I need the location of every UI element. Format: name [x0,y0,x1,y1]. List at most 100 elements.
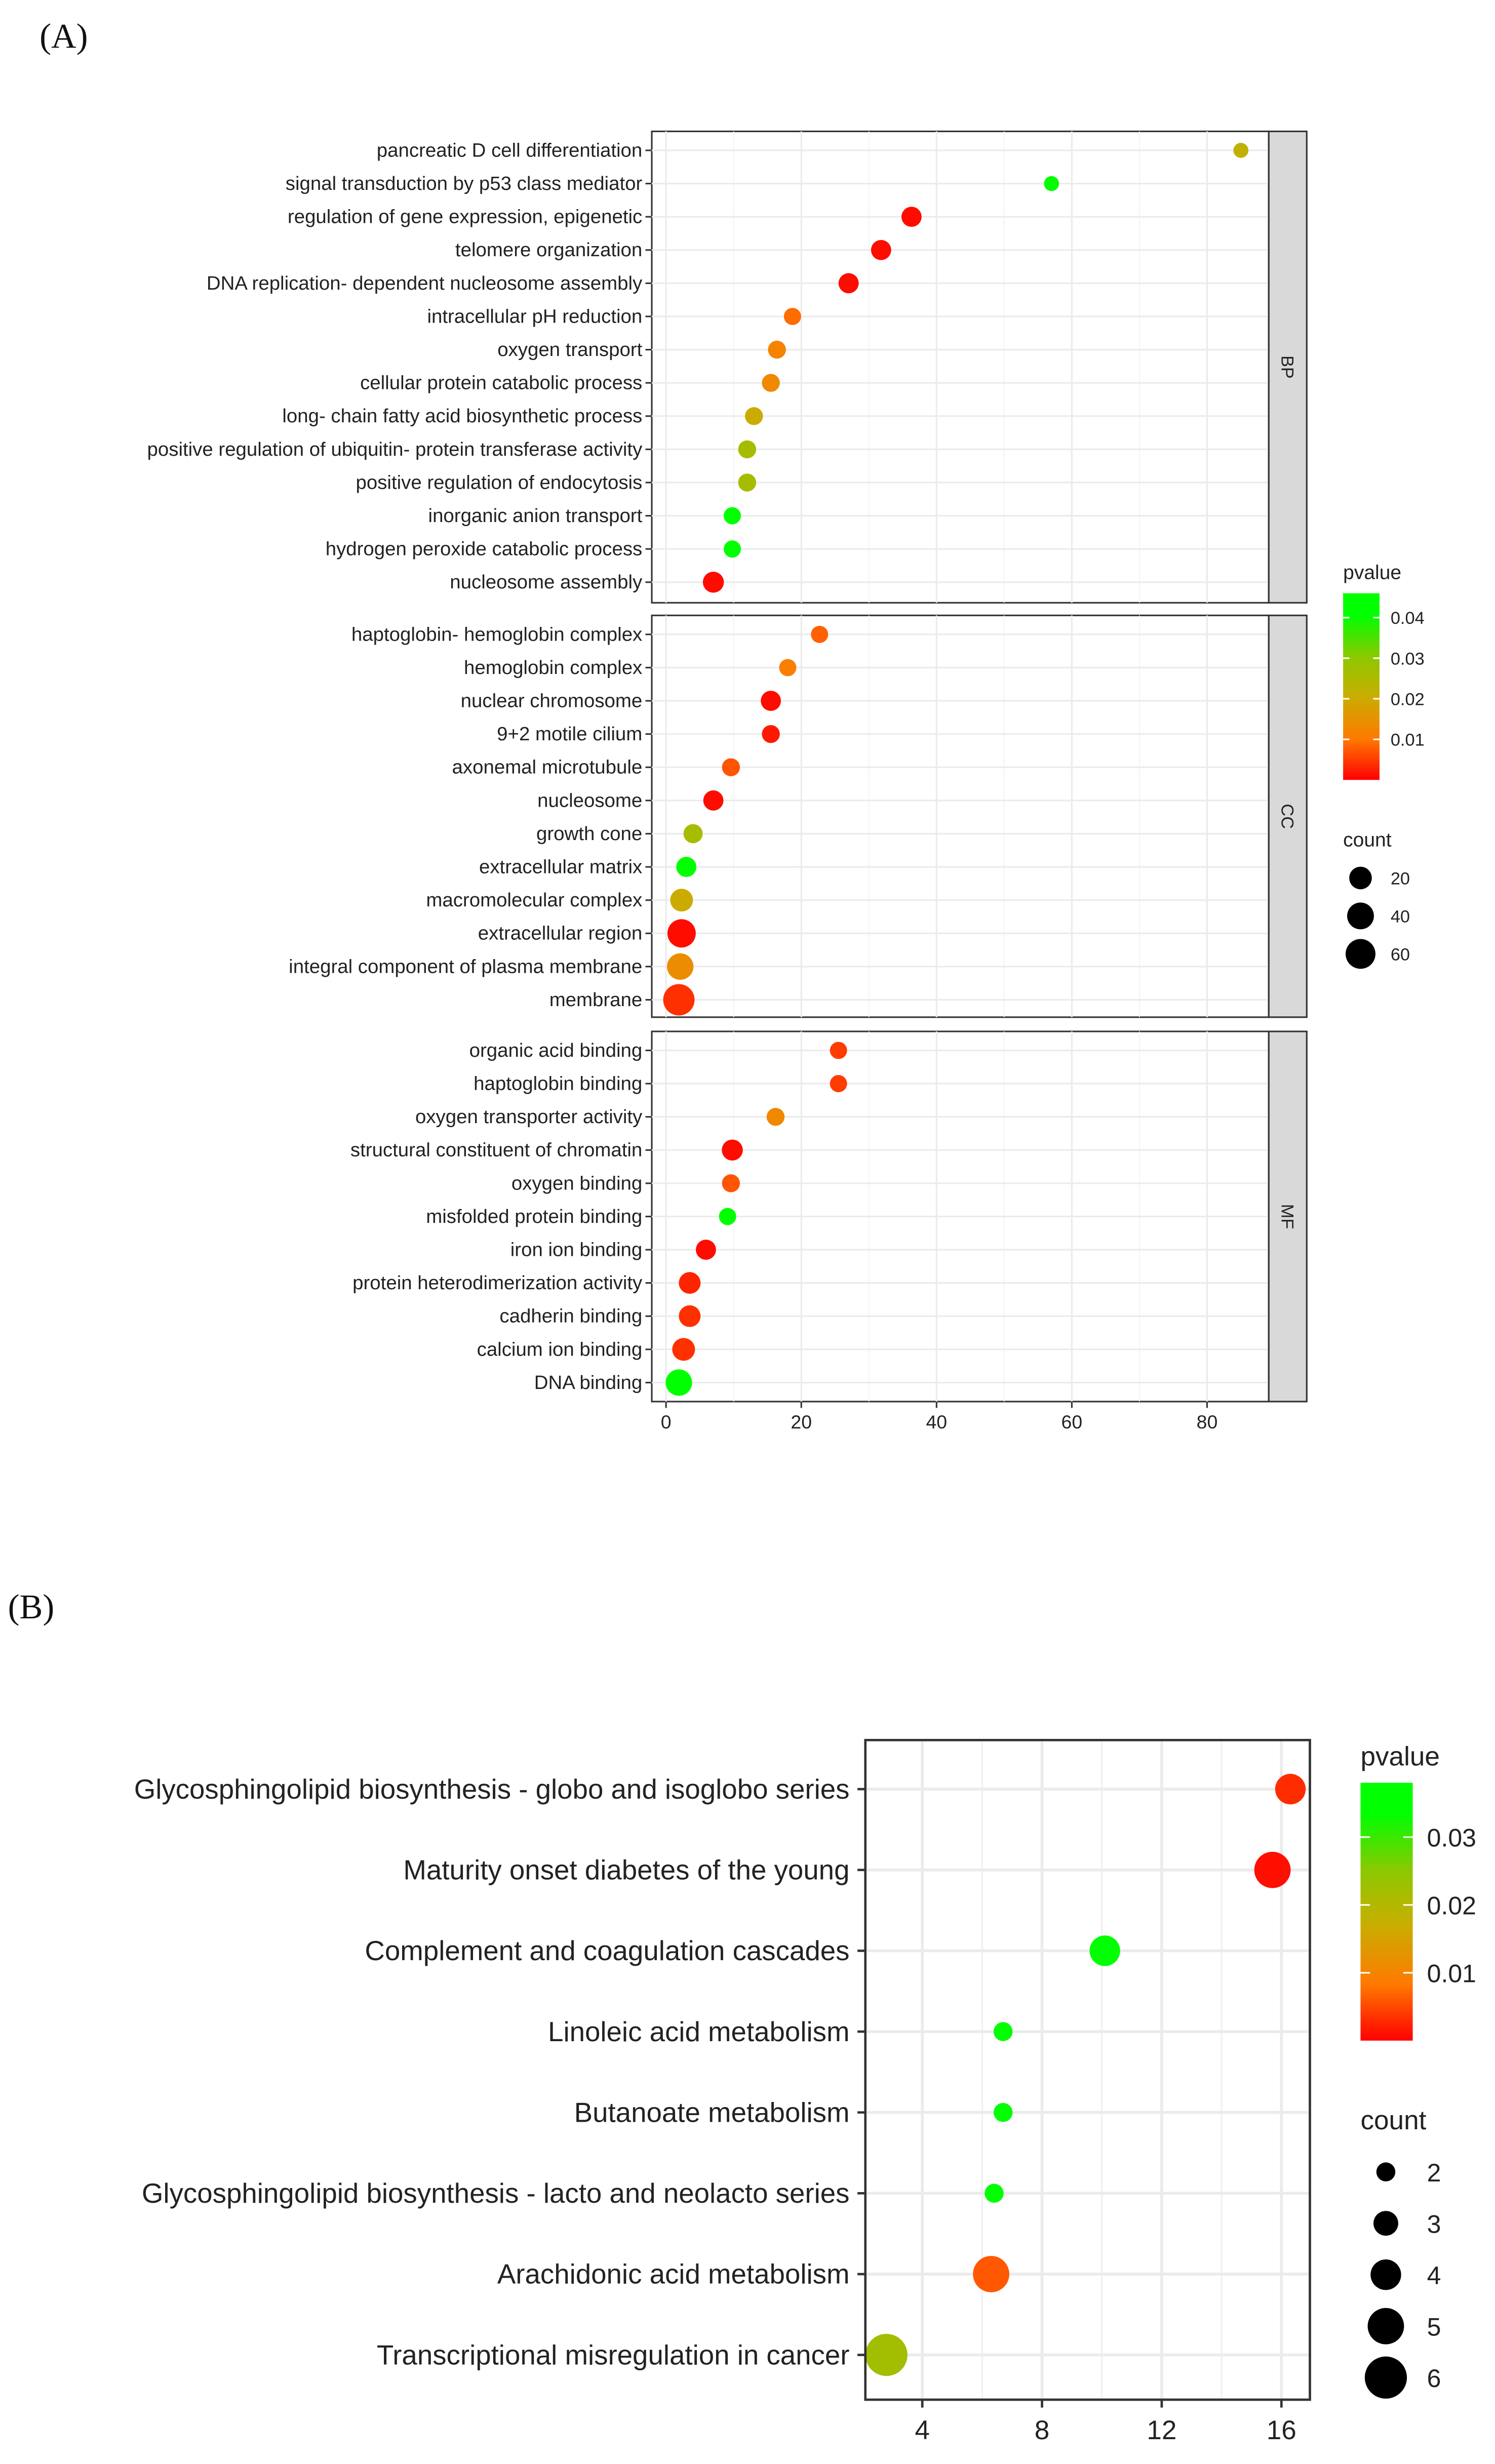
term-label: axonemal microtubule [452,757,643,778]
data-point [871,240,891,260]
pvalue-legend-title: pvalue [1360,1741,1439,1771]
term-label: pancreatic D cell differentiation [377,139,642,161]
pvalue-legend-label: 0.04 [1391,609,1425,628]
term-label: DNA replication- dependent nucleosome as… [207,272,643,294]
data-point [779,659,797,677]
data-point [768,340,786,359]
count-legend-label: 3 [1427,2210,1441,2238]
pvalue-legend-label: 0.01 [1427,1960,1476,1988]
term-label: macromolecular complex [426,889,642,911]
data-point [1089,1935,1120,1966]
data-point [766,1107,785,1126]
count-legend-title: count [1343,829,1392,851]
count-legend-label: 6 [1427,2364,1441,2393]
data-point [738,440,757,459]
data-point [830,1042,847,1059]
pvalue-legend-title: pvalue [1343,562,1401,583]
term-label: membrane [549,989,643,1011]
term-label: nucleosome assembly [450,571,643,593]
pvalue-colorbar [1343,593,1380,780]
term-label: oxygen transporter activity [415,1106,643,1128]
term-label: misfolded protein binding [426,1206,642,1227]
data-point [1044,176,1059,191]
data-point [1275,1774,1306,1805]
panel-a-go-dotplot: pancreatic D cell differentiation signal … [147,130,1425,1433]
panel-a-label: (A) [40,17,88,55]
pvalue-legend-label: 0.02 [1427,1892,1476,1920]
count-legend-dot [1347,902,1374,930]
term-label: hemoglobin complex [464,657,642,679]
count-legend-label: 5 [1427,2313,1441,2341]
panel-b-kegg-dotplot: Glycosphingolipid biosynthesis - globo a… [134,1739,1476,2445]
term-label: growth cone [536,823,642,845]
term-label: integral component of plasma membrane [289,956,642,977]
data-point [762,374,780,392]
term-label: haptoglobin- hemoglobin complex [351,623,642,645]
data-point [683,824,703,844]
count-legend-dot [1346,939,1375,969]
count-legend-label: 60 [1391,945,1410,964]
facet-panel-cc [651,614,1270,1018]
data-point [724,540,741,558]
term-label: nucleosome [537,789,642,811]
data-point [993,2022,1013,2041]
data-point [665,1369,692,1396]
data-point [702,571,724,593]
data-point [830,1075,847,1092]
data-point [722,1174,740,1193]
term-label: protein heterodimerization activity [352,1272,643,1294]
data-point [696,1240,716,1260]
term-label: intracellular pH reduction [427,305,642,327]
term-label: hydrogen peroxide catabolic process [326,538,643,560]
data-point [670,889,693,912]
data-point [761,691,781,711]
data-point [738,473,757,492]
count-legend-dot [1370,2259,1401,2290]
pathway-label: Glycosphingolipid biosynthesis - lacto a… [142,2178,850,2209]
data-point [679,1305,701,1327]
pvalue-legend-label: 0.03 [1391,649,1425,668]
data-point [985,2183,1004,2203]
term-label: structural constituent of chromatin [350,1139,642,1161]
count-legend-dot [1364,2356,1407,2399]
x-tick-label: 8 [1035,2415,1050,2445]
data-point [1254,1851,1291,1888]
data-point [667,953,694,980]
data-point [703,790,724,811]
term-label: cadherin binding [499,1305,642,1327]
count-legend-label: 20 [1391,869,1410,888]
pathway-label: Linoleic acid metabolism [548,2016,849,2047]
pvalue-colorbar [1360,1782,1413,2041]
term-label: cellular protein catabolic process [360,372,642,394]
pvalue-legend-label: 0.02 [1391,690,1425,709]
facet-strip [1268,614,1308,1018]
facet-strip [1268,1030,1308,1403]
pathway-label: Butanoate metabolism [574,2097,850,2128]
term-label: positive regulation of endocytosis [356,471,643,493]
data-point [722,1139,743,1161]
x-tick-label: 16 [1267,2415,1296,2445]
count-legend-label: 40 [1391,907,1410,926]
data-point [663,984,695,1016]
facet-strip-label: CC [1277,804,1296,829]
pathway-label: Arachidonic acid metabolism [497,2259,850,2290]
pathway-label: Glycosphingolipid biosynthesis - globo a… [134,1774,850,1805]
term-label: oxygen binding [512,1172,642,1194]
data-point [901,207,922,227]
x-tick-label: 0 [661,1411,672,1433]
data-point [722,758,740,776]
data-point [744,407,763,425]
term-label: DNA binding [534,1372,643,1394]
count-legend-label: 4 [1427,2261,1441,2290]
term-label: iron ion binding [510,1239,643,1260]
x-tick-label: 12 [1147,2415,1176,2445]
term-label: haptoglobin binding [474,1072,642,1094]
data-point [838,273,859,294]
x-tick-label: 80 [1197,1411,1218,1433]
data-point [679,1272,701,1294]
data-point [783,307,801,325]
term-label: inorganic anion transport [428,505,643,527]
x-tick-label: 4 [915,2415,930,2445]
data-point [1233,143,1249,158]
